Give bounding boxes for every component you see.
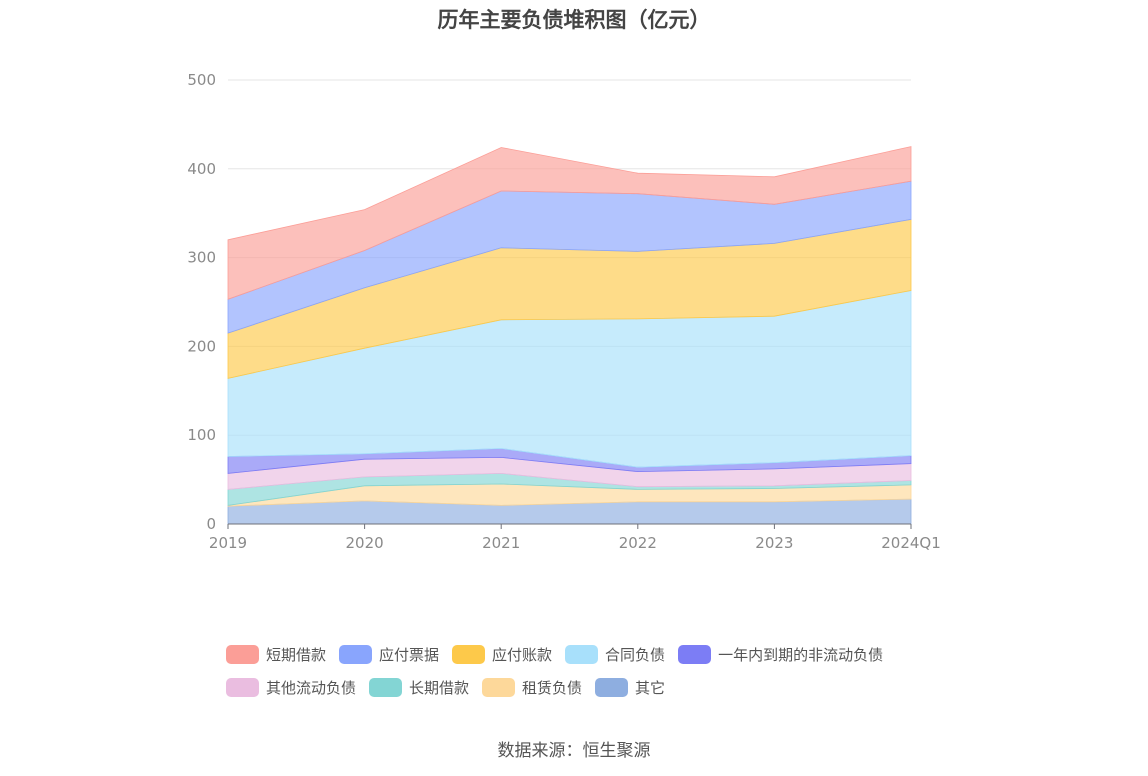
stacked-area-chart: 0 100 200 300 400 500 2019 2020 2021 2022 2023 2024… <box>187 71 940 552</box>
legend-label: 应付账款 <box>492 646 553 664</box>
x-tick-label: 2023 <box>755 534 793 552</box>
legend-label: 长期借款 <box>409 679 470 697</box>
legend-swatch <box>226 645 259 664</box>
legend-swatch <box>369 678 403 697</box>
x-tick-label: 2019 <box>209 534 247 552</box>
y-tick-label: 0 <box>206 515 216 533</box>
legend-swatch <box>482 678 516 697</box>
legend-row-2: 其他流动负债 长期借款 租赁负债 其它 <box>226 671 986 704</box>
area-series-短期借款[interactable] <box>227 146 912 300</box>
legend-item-current-portion-noncurrent[interactable]: 一年内到期的非流动负债 <box>678 644 883 665</box>
y-tick-label: 100 <box>187 426 216 444</box>
legend-label: 其他流动负债 <box>266 679 357 697</box>
axes: 0 100 200 300 400 500 2019 2020 2021 2022 2023 2024… <box>187 71 940 552</box>
legend-swatch <box>339 645 373 664</box>
legend-swatch <box>678 645 712 664</box>
chart-title: 历年主要负债堆积图（亿元） <box>437 8 711 32</box>
legend-item-lease-liabilities[interactable]: 租赁负债 <box>482 677 582 698</box>
legend-item-contract-liabilities[interactable]: 合同负债 <box>565 644 665 665</box>
legend-row-1: 短期借款 应付票据 应付账款 合同负债 一年内到期的非流动负债 <box>226 638 986 671</box>
legend-label: 短期借款 <box>266 646 327 664</box>
x-tick-label: 2022 <box>619 534 657 552</box>
y-tick-label: 400 <box>187 160 216 178</box>
x-tick-label: 2021 <box>482 534 520 552</box>
legend-swatch <box>452 645 486 664</box>
x-tick-label: 2020 <box>346 534 384 552</box>
legend-item-long-term-loans[interactable]: 长期借款 <box>369 677 469 698</box>
legend-item-accounts-payable[interactable]: 应付账款 <box>452 644 552 665</box>
legend-swatch <box>226 678 259 697</box>
y-tick-label: 300 <box>187 249 216 267</box>
legend-item-other-current-liabilities[interactable]: 其他流动负债 <box>226 677 356 698</box>
legend-label: 租赁负债 <box>522 679 583 697</box>
legend-item-short-term-loans[interactable]: 短期借款 <box>226 644 326 665</box>
chart-legend: 短期借款 应付票据 应付账款 合同负债 一年内到期的非流动负债 其他流动负债 长… <box>226 638 986 704</box>
y-tick-label: 200 <box>187 337 216 355</box>
legend-label: 其它 <box>635 679 666 697</box>
legend-item-other[interactable]: 其它 <box>595 677 665 698</box>
legend-swatch <box>565 645 599 664</box>
x-tick-label: 2024Q1 <box>881 534 941 552</box>
data-source-note: 数据来源：恒生聚源 <box>497 741 651 761</box>
y-tick-label: 500 <box>187 71 216 89</box>
legend-item-notes-payable[interactable]: 应付票据 <box>339 644 439 665</box>
legend-label: 应付票据 <box>379 646 440 664</box>
legend-label: 合同负债 <box>605 646 666 664</box>
legend-swatch <box>595 678 629 697</box>
legend-label: 一年内到期的非流动负债 <box>718 646 884 664</box>
area-series-layer <box>227 146 912 525</box>
